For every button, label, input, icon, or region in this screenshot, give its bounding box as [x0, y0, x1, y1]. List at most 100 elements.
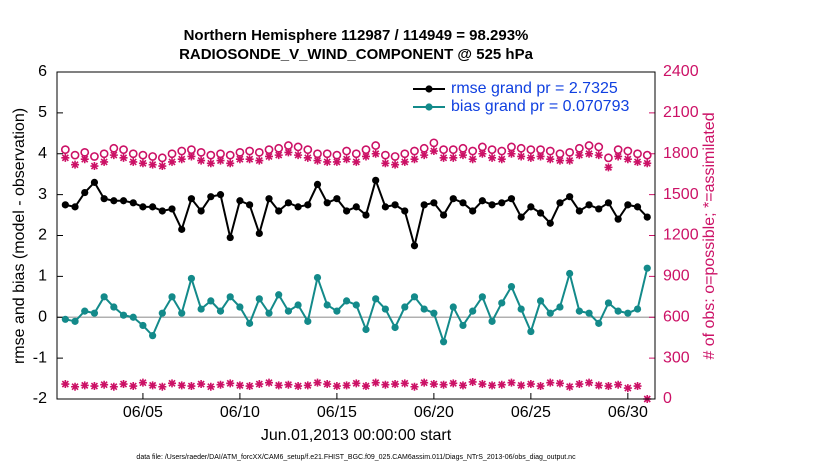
circle-marker — [342, 146, 351, 156]
y2-tick-label: 1500 — [663, 186, 699, 203]
y-tick-label: 6 — [38, 63, 47, 80]
legend-marker — [425, 103, 433, 111]
star-marker — [235, 155, 244, 164]
point — [488, 201, 496, 209]
point — [585, 309, 593, 317]
y2-tick-label: 1200 — [663, 227, 699, 244]
series-group — [61, 377, 652, 403]
star-marker — [216, 380, 225, 389]
point — [304, 317, 312, 325]
circle-marker — [613, 145, 623, 155]
star-marker — [381, 380, 390, 389]
point — [430, 199, 438, 207]
plot-frame — [56, 71, 656, 400]
circle-marker — [545, 146, 555, 156]
star-marker — [585, 149, 594, 158]
circle-marker — [497, 146, 507, 156]
star-marker — [303, 381, 312, 390]
star-marker — [109, 151, 118, 160]
point — [604, 299, 613, 307]
circle-marker — [274, 143, 284, 153]
star-marker — [497, 380, 506, 389]
point — [284, 199, 293, 207]
circle-marker — [526, 145, 536, 155]
y2-tick-label: 300 — [663, 349, 690, 366]
star-marker — [468, 377, 477, 386]
point — [536, 297, 545, 305]
circle-marker — [80, 147, 90, 157]
y2-tick-label: 2400 — [663, 63, 699, 80]
point — [139, 321, 147, 330]
star-marker — [526, 380, 535, 389]
circle-marker — [90, 152, 99, 161]
star-marker — [381, 159, 390, 168]
circle-marker — [351, 149, 361, 159]
star-marker — [226, 159, 235, 168]
point — [207, 297, 215, 305]
star-marker — [497, 155, 506, 164]
point — [313, 274, 322, 282]
star-marker — [633, 382, 642, 391]
circle-marker — [507, 142, 516, 152]
star-marker — [361, 152, 370, 161]
star-marker — [585, 378, 594, 387]
point — [372, 176, 380, 184]
circle-marker — [439, 145, 448, 155]
star-marker — [449, 153, 458, 162]
y2-tick-label: 2100 — [663, 104, 699, 121]
point — [71, 317, 79, 325]
circle-marker — [448, 145, 458, 155]
star-marker — [284, 148, 293, 157]
point — [566, 193, 574, 201]
star-marker — [594, 381, 603, 390]
star-marker — [255, 156, 264, 165]
star-marker — [410, 382, 419, 391]
star-marker — [604, 382, 613, 391]
star-marker — [109, 382, 118, 391]
circle-marker — [177, 146, 187, 156]
point — [275, 291, 283, 299]
y2-tick-label: 900 — [663, 268, 690, 285]
circle-marker — [468, 146, 478, 156]
point — [507, 195, 516, 203]
point — [643, 213, 651, 221]
star-marker — [71, 382, 80, 391]
point — [401, 303, 409, 311]
point — [313, 180, 322, 189]
star-marker — [526, 153, 535, 162]
circle-marker — [225, 150, 235, 160]
star-marker — [265, 378, 274, 387]
star-marker — [352, 157, 361, 166]
point — [381, 305, 389, 313]
point — [488, 317, 496, 325]
star-marker — [565, 382, 574, 391]
star-marker — [614, 152, 623, 161]
y-tick-label: 0 — [38, 308, 47, 325]
point — [478, 293, 486, 301]
star-marker — [294, 382, 303, 391]
point — [226, 233, 234, 242]
circle-marker — [516, 143, 526, 153]
star-marker — [274, 381, 283, 390]
point — [614, 215, 622, 223]
point — [246, 319, 254, 327]
circle-marker — [284, 141, 293, 150]
star-marker — [168, 379, 177, 388]
star-marker — [352, 379, 361, 388]
point — [129, 313, 137, 321]
y-tick-label: 3 — [38, 186, 47, 203]
star-marker — [478, 149, 487, 158]
point — [352, 301, 360, 309]
circle-marker — [642, 150, 652, 160]
circle-marker — [293, 142, 303, 152]
point — [614, 307, 622, 315]
star-marker — [313, 156, 322, 165]
star-marker — [536, 382, 545, 391]
circle-marker — [119, 145, 128, 155]
point — [624, 309, 632, 317]
x-tick-label: 06/25 — [511, 404, 551, 421]
star-marker — [138, 159, 147, 168]
star-marker — [507, 378, 516, 387]
y-tick-label: 5 — [38, 104, 47, 121]
y2-tick-label: 600 — [663, 308, 690, 325]
